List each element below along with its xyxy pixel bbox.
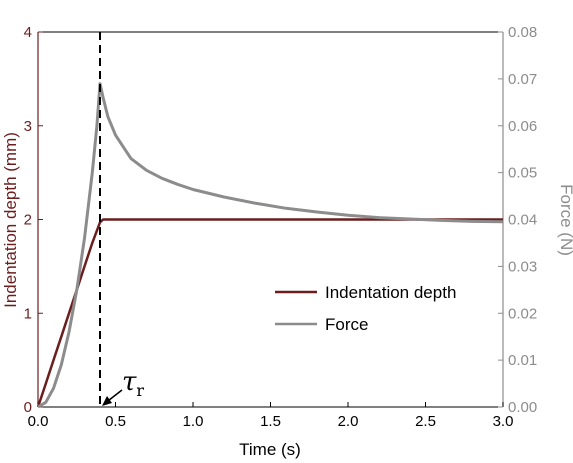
right-y-tick-label: 0.07 xyxy=(508,71,537,88)
x-axis-title: Time (s) xyxy=(239,440,301,459)
series-line-indentation-depth xyxy=(36,218,503,408)
x-axis-ticks: 0.0 0.5 1.0 1.5 2.0 2.5 3.0 xyxy=(28,402,514,430)
right-y-tick-label: 0.05 xyxy=(508,165,537,182)
legend-label-force: Force xyxy=(325,315,368,334)
annotations: τr xyxy=(99,32,144,407)
x-tick-label: 0.0 xyxy=(28,413,49,430)
right-y-tick-label: 0.08 xyxy=(508,24,537,41)
series-line-force xyxy=(37,82,504,409)
x-tick-label: 0.5 xyxy=(105,413,126,430)
right-y-tick-label: 0.03 xyxy=(508,258,537,275)
left-y-axis-title: Indentation depth (mm) xyxy=(1,132,20,308)
left-y-tick-label: 3 xyxy=(24,118,32,135)
x-tick-label: 1.5 xyxy=(260,413,281,430)
release-time-label: τr xyxy=(122,367,144,400)
x-tick-label: 3.0 xyxy=(493,413,514,430)
left-y-tick-label: 2 xyxy=(24,212,32,229)
x-tick-label: 1.0 xyxy=(183,413,204,430)
legend-label-indentation-depth: Indentation depth xyxy=(325,283,456,302)
right-y-axis-title: Force (N) xyxy=(557,184,573,256)
right-y-tick-label: 0.00 xyxy=(508,399,537,416)
release-time-label-subscript: r xyxy=(136,381,144,400)
release-time-arrow-head xyxy=(102,396,112,406)
left-y-tick-label: 4 xyxy=(24,24,32,41)
left-y-axis-ticks: 0 1 2 3 4 xyxy=(24,24,43,416)
right-y-tick-label: 0.04 xyxy=(508,212,537,229)
left-y-tick-label: 0 xyxy=(24,399,32,416)
right-y-axis-ticks: 0.00 0.01 0.02 0.03 0.04 0.05 0.06 0.07 0.08 xyxy=(498,24,537,416)
x-tick-label: 2.0 xyxy=(338,413,359,430)
series-lines xyxy=(36,82,504,409)
left-y-tick-label: 1 xyxy=(24,305,32,322)
right-y-tick-label: 0.06 xyxy=(508,118,537,135)
right-y-tick-label: 0.01 xyxy=(508,352,537,369)
legend: Indentation depth Force xyxy=(275,283,456,334)
right-y-tick-label: 0.02 xyxy=(508,305,537,322)
x-tick-label: 2.5 xyxy=(415,413,436,430)
